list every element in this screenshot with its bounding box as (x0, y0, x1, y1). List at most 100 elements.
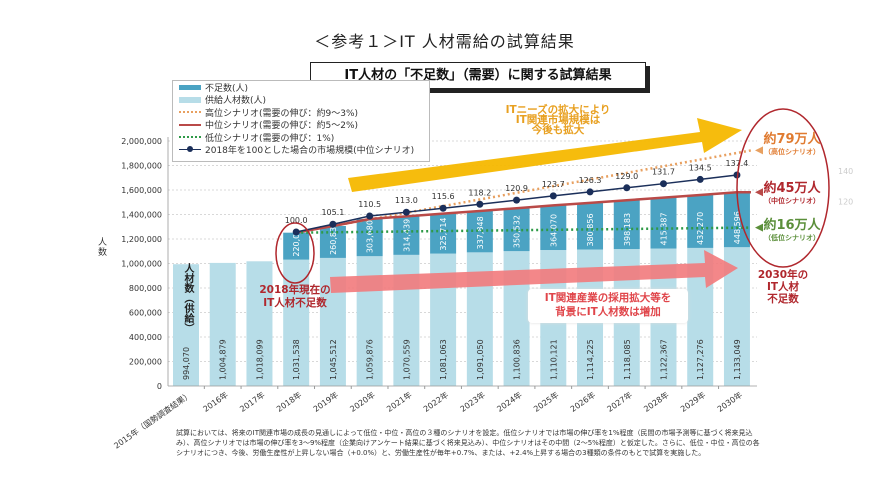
bar-shortage (283, 232, 310, 260)
legend-item-supply: 供給人材数(人) (179, 94, 429, 107)
bar-shortage-label: 364,070 (549, 214, 558, 247)
legend-label: 高位シナリオ(需要の伸び：約9～3%) (205, 108, 359, 119)
mid-label: （中位シナリオ） (764, 197, 820, 205)
secondary-tick-label: 120 (838, 198, 853, 207)
annotation-line: 今後も拡大 (531, 124, 585, 136)
x-tick-label: 2025年 (531, 389, 560, 413)
bar-shortage (613, 200, 640, 250)
bar-supply-label: 994,070 (182, 347, 191, 380)
yellow-arrow (348, 118, 742, 192)
x-tick-label: 2020年 (348, 389, 377, 413)
index-point (292, 228, 300, 236)
index-label: 100.0 (285, 216, 308, 225)
bar-supply-label: 1,133,049 (733, 339, 742, 380)
index-label: 118.2 (468, 188, 491, 197)
y-tick-label: 1,400,000 (121, 211, 162, 220)
legend-label: 低位シナリオ(需要の伸び：1%) (205, 133, 335, 144)
bar-supply-label: 1,059,876 (366, 339, 375, 380)
index-point (476, 200, 484, 208)
bar-shortage-label: 314,439 (402, 219, 411, 252)
high-scenario-annotation: 約79万人 （高位シナリオ） (752, 128, 832, 157)
bar-shortage (687, 194, 714, 248)
bar-shortage-label: 220,000 (292, 224, 301, 257)
high-scenario-line (295, 149, 752, 234)
index-point (366, 212, 374, 220)
y-axis-title: 人数 (98, 238, 108, 258)
index-point (659, 180, 667, 188)
bar-supply-label: 1,004,879 (219, 339, 228, 380)
bar-shortage-label: 337,848 (476, 216, 485, 249)
legend-item-high: 高位シナリオ(需要の伸び：約9～3%) (179, 106, 429, 119)
x-tick-label: 2024年 (495, 389, 524, 413)
index-label: 129.0 (615, 172, 638, 181)
annotation-line: ITニーズの拡大により (505, 104, 611, 116)
bar-shortage (540, 205, 567, 251)
bar-supply-label: 1,070,559 (402, 339, 411, 380)
index-label: 137.4 (725, 159, 748, 168)
bar-supply (246, 261, 273, 386)
bar-shortage-label: 303,680 (366, 220, 375, 253)
x-tick-label: 2018年 (274, 389, 303, 413)
legend-item-low: 低位シナリオ(需要の伸び：1%) (179, 131, 429, 144)
legend-item-shortage: 不足数(人) (179, 81, 429, 94)
legend-swatch (179, 136, 201, 139)
x-tick-label: 2016年 (201, 389, 230, 413)
bar-supply-label: 1,114,225 (586, 339, 595, 380)
annotation-line: 2018年現在の (259, 284, 331, 296)
annotation-line: 2030年の (757, 269, 809, 281)
yellow-arrow-text: ITニーズの拡大により IT関連市場規模は 今後も拡大 (478, 104, 638, 136)
shortage-2030-annotation: 2030年の IT人材 不足数 (745, 269, 821, 305)
y-tick-label: 1,600,000 (121, 186, 162, 195)
annotation-line: IT関連産業の採用拡大等を (544, 292, 672, 304)
bar-shortage-label: 350,532 (513, 215, 522, 248)
index-label: 115.6 (432, 192, 455, 201)
index-point (513, 196, 521, 204)
bar-shortage-label: 415,387 (659, 212, 668, 245)
bar-supply-label: 1,118,085 (623, 339, 632, 380)
bar-shortage-label: 380,856 (586, 213, 595, 246)
bar-shortage (356, 218, 383, 257)
legend-item-index: 2018年を100とした場合の市場規模(中位シナリオ) (179, 144, 429, 156)
index-label: 110.5 (358, 200, 381, 209)
legend-label: 供給人材数(人) (205, 96, 267, 107)
annotation-line: 背景にIT人材数は増加 (555, 306, 661, 318)
highlight-ellipse-2018 (275, 222, 315, 284)
y-tick-label: 0 (157, 382, 162, 391)
scenario-pointer-icon (755, 223, 763, 232)
bar-supply-label: 1,081,063 (439, 339, 448, 380)
bar-shortage (650, 197, 677, 249)
shortage-2018-annotation: 2018年現在の IT人材不足数 (240, 284, 350, 310)
index-label: 123.7 (542, 180, 565, 189)
scenario-pointer-icon (755, 146, 763, 155)
y-tick-label: 1,800,000 (121, 162, 162, 171)
low-label: （低位シナリオ） (764, 234, 820, 242)
index-label: 134.5 (689, 163, 712, 172)
index-label: 131.7 (652, 168, 675, 177)
mid-value: 約45万人 (763, 181, 821, 196)
annotation-line: IT人材 (766, 281, 800, 293)
bar-supply-label: 1,031,538 (292, 339, 301, 380)
bar-shortage-label: 260,835 (329, 222, 338, 255)
legend-label: 中位シナリオ(需要の伸び：約5～2%) (205, 121, 359, 132)
legend-swatch (179, 84, 201, 90)
y-tick-label: 200,000 (129, 358, 162, 367)
x-tick-label: 2029年 (678, 389, 707, 413)
legend-swatch (179, 96, 201, 103)
secondary-tick-label: 140 (838, 167, 853, 176)
bar-shortage-label: 325,714 (439, 217, 448, 250)
bar-shortage (393, 216, 420, 255)
x-tick-label: 2027年 (605, 389, 634, 413)
scenario-pointer-icon (755, 188, 763, 197)
y-tick-label: 600,000 (129, 309, 162, 318)
legend: 不足数(人) 供給人材数(人) 高位シナリオ(需要の伸び：約9～3%) 中位シナ… (172, 80, 430, 162)
supply-axis-label: 人材数（供給） (182, 263, 193, 333)
index-point (696, 175, 704, 183)
high-value: 約79万人 (763, 132, 821, 147)
index-point (586, 188, 594, 196)
annotation-line: 不足数 (767, 293, 799, 305)
bar-supply-label: 1,045,512 (329, 339, 338, 380)
x-tick-label: 2023年 (458, 389, 487, 413)
low-value: 約16万人 (763, 218, 821, 233)
index-label: 126.3 (579, 176, 602, 185)
bar-supply-label: 1,122,367 (659, 339, 668, 380)
